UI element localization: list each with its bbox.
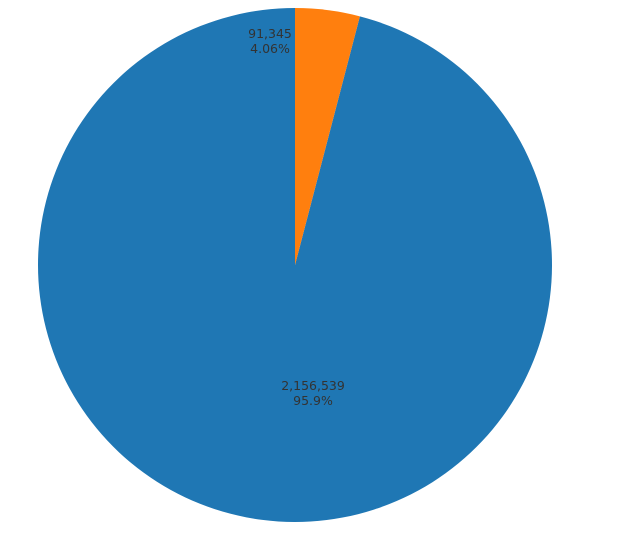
pie-wedge-group: [38, 8, 553, 522]
pie-slice-0[interactable]: [38, 8, 553, 522]
pie-slice-1[interactable]: [295, 8, 360, 265]
